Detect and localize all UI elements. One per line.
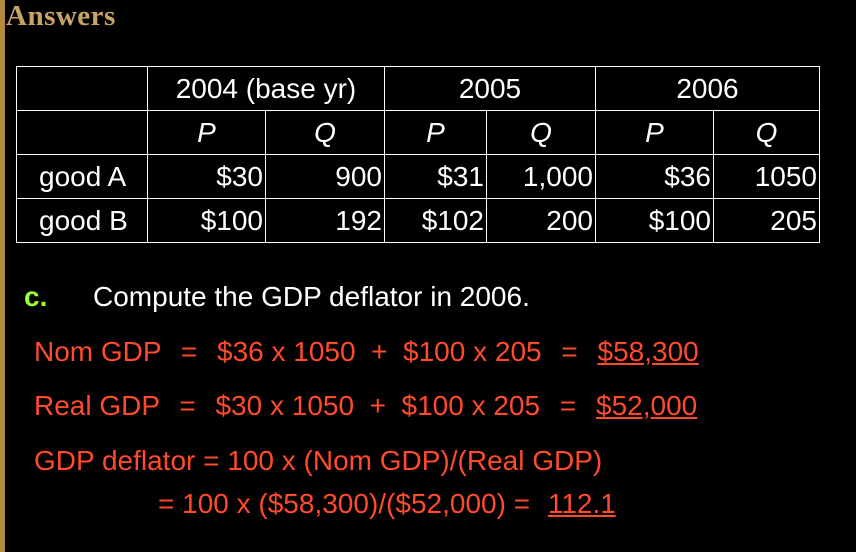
table-cell: $100 <box>595 198 714 243</box>
deflator-formula: GDP deflator = 100 x (Nom GDP)/(Real GDP… <box>34 445 603 476</box>
table-cell: $100 <box>147 198 266 243</box>
table-cell: 200 <box>486 198 596 243</box>
subheader-q: Q <box>486 110 596 155</box>
table-cell: $31 <box>384 154 487 199</box>
table-cell: $36 <box>595 154 714 199</box>
real-gdp-line: Real GDP = $30 x 1050 + $100 x 205 = $52… <box>34 390 697 422</box>
table-subheader-row: P Q P Q P Q <box>16 110 820 155</box>
year-header-2005: 2005 <box>384 66 596 111</box>
real-gdp-expression: $30 x 1050 + $100 x 205 <box>215 390 541 421</box>
subheader-p: P <box>384 110 487 155</box>
table-cell: 192 <box>265 198 385 243</box>
table-corner-cell <box>16 110 148 155</box>
year-header-2004: 2004 (base yr) <box>147 66 385 111</box>
question-letter: c. <box>24 281 48 312</box>
table-cell: $102 <box>384 198 487 243</box>
subheader-p: P <box>595 110 714 155</box>
nom-gdp-result: $58,300 <box>597 336 699 367</box>
nom-gdp-line: Nom GDP = $36 x 1050 + $100 x 205 = $58,… <box>34 336 699 368</box>
row-label: good A <box>16 154 148 199</box>
equals-sign: = <box>561 336 578 367</box>
subheader-q: Q <box>265 110 385 155</box>
nom-gdp-label: Nom GDP <box>34 336 162 367</box>
table-corner-cell <box>16 66 148 111</box>
table-year-row: 2004 (base yr) 2005 2006 <box>16 66 820 111</box>
table-cell: 900 <box>265 154 385 199</box>
table-cell: 205 <box>713 198 820 243</box>
equals-sign: = <box>559 390 577 421</box>
year-header-2006: 2006 <box>595 66 820 111</box>
question-text: Compute the GDP deflator in 2006. <box>93 281 530 312</box>
accent-bar <box>0 0 5 552</box>
real-gdp-result: $52,000 <box>596 390 698 421</box>
deflator-calculation-line: = 100 x ($58,300)/($52,000) = 112.1 <box>158 488 616 520</box>
subheader-q: Q <box>713 110 820 155</box>
deflator-result: 112.1 <box>547 488 616 519</box>
table-row: good A $30 900 $31 1,000 $36 1050 <box>16 154 820 199</box>
equals-sign: = <box>179 390 196 421</box>
subheader-p: P <box>147 110 266 155</box>
deflator-calculation: = 100 x ($58,300)/($52,000) = <box>158 488 538 519</box>
row-label: good B <box>16 198 148 243</box>
table-cell: 1050 <box>713 154 820 199</box>
slide-title: Answers <box>6 0 116 32</box>
equals-sign: = <box>180 336 198 367</box>
table-cell: 1,000 <box>486 154 596 199</box>
table-cell: $30 <box>147 154 266 199</box>
real-gdp-label: Real GDP <box>34 390 160 421</box>
table-row: good B $100 192 $102 200 $100 205 <box>16 198 820 243</box>
nom-gdp-expression: $36 x 1050 + $100 x 205 <box>217 336 542 367</box>
price-quantity-table: 2004 (base yr) 2005 2006 P Q P Q P Q goo… <box>16 66 820 243</box>
